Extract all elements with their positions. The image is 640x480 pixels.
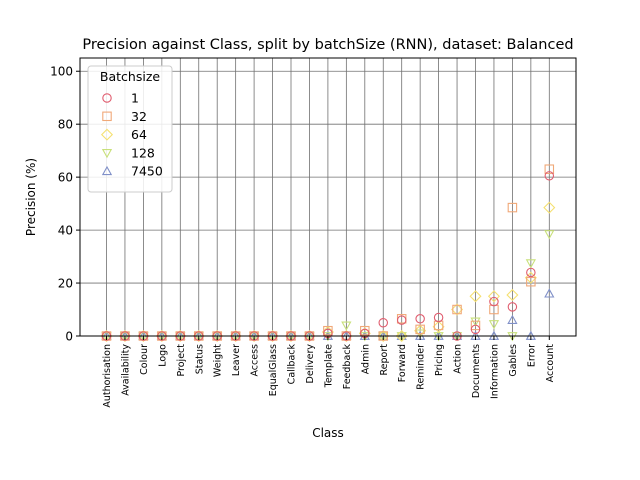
ytick-label: 0 — [65, 330, 73, 344]
ytick-label: 60 — [58, 171, 73, 185]
data-point-1 — [396, 315, 407, 325]
data-point-64 — [469, 290, 482, 303]
legend-title: Batchsize — [100, 69, 160, 84]
legend-marker-1 — [102, 93, 112, 103]
data-point-32 — [323, 325, 333, 336]
data-point-1 — [544, 171, 555, 181]
ytick-label: 100 — [50, 65, 73, 79]
data-point-1 — [526, 267, 536, 278]
xtick-label: Authorisation — [102, 344, 113, 408]
data-point-1 — [415, 314, 425, 324]
xtick-label: Reminder — [416, 344, 427, 390]
data-point-32 — [470, 320, 481, 331]
x-axis-label: Class — [312, 426, 344, 440]
legend-label-64: 64 — [131, 127, 147, 142]
xtick-label: Information — [489, 344, 500, 399]
data-point-32 — [544, 164, 555, 174]
data-point-128 — [341, 321, 352, 331]
xtick-label: Availability — [120, 344, 131, 396]
data-point-64 — [543, 201, 556, 214]
data-point-1 — [433, 312, 444, 323]
xtick-label: Action — [453, 344, 464, 374]
xtick-label: Access — [250, 344, 261, 377]
data-point-1 — [489, 296, 499, 307]
data-point-64 — [487, 290, 500, 303]
xtick-label: Status — [194, 344, 205, 374]
xtick-label: Template — [323, 344, 334, 389]
data-point-7450 — [544, 288, 555, 298]
xtick-label: Feedback — [342, 344, 353, 390]
xtick-label: Report — [379, 344, 390, 376]
data-point-128 — [470, 317, 481, 327]
xtick-label: EqualGlass — [268, 344, 279, 396]
data-point-64 — [432, 320, 445, 333]
xtick-label: Colour — [139, 344, 150, 375]
data-point-7450 — [507, 314, 518, 325]
xtick-label: Project — [176, 344, 187, 377]
xtick-label: Logo — [157, 344, 168, 367]
data-point-128 — [525, 259, 536, 269]
ytick-label: 40 — [58, 224, 73, 238]
xtick-label: Delivery — [305, 344, 316, 384]
data-point-64 — [377, 329, 390, 343]
xtick-label: Admin — [360, 344, 371, 374]
xtick-label: Leaver — [231, 344, 242, 376]
legend-marker-128 — [101, 148, 113, 159]
ytick-label: 20 — [58, 277, 73, 291]
xtick-label: Callback — [287, 344, 298, 385]
data-point-32 — [452, 304, 462, 315]
xtick-label: Weight — [213, 344, 224, 377]
data-point-128 — [488, 320, 500, 330]
y-axis-label: Precision (%) — [24, 158, 38, 236]
y-axis-ticks: 0 20 40 60 80 100 — [50, 65, 80, 344]
xtick-label: Documents — [471, 344, 482, 398]
xtick-label: Pricing — [434, 344, 445, 376]
legend-label-32: 32 — [131, 109, 147, 124]
legend-label-128: 128 — [131, 145, 155, 160]
data-point-64 — [524, 271, 537, 284]
data-point-64 — [506, 288, 519, 301]
legend-marker-32 — [102, 111, 112, 122]
legend: Batchsize 1 32 64 128 7450 — [87, 65, 173, 193]
legend-marker-64 — [100, 128, 114, 141]
data-point-1 — [378, 318, 388, 328]
data-point-32 — [507, 202, 518, 213]
data-point-32 — [415, 324, 425, 335]
xtick-label: Error — [526, 344, 537, 367]
data-point-128 — [544, 230, 555, 240]
data-point-32 — [360, 325, 370, 336]
data-point-64 — [451, 303, 464, 316]
data-point-1 — [470, 324, 481, 335]
xtick-label: Gables — [508, 344, 519, 377]
legend-box — [87, 65, 173, 193]
data-point-32 — [526, 276, 536, 287]
ytick-label: 80 — [58, 118, 73, 132]
xtick-label: Forward — [397, 344, 408, 382]
legend-marker-7450 — [101, 165, 113, 176]
data-point-64 — [395, 329, 408, 343]
chart-title: Precision against Class, split by batchS… — [82, 37, 573, 53]
legend-label-1: 1 — [131, 91, 139, 106]
xtick-label: Account — [545, 344, 556, 383]
data-point-1 — [507, 302, 518, 312]
x-axis-ticks: Authorisation Availability Colour Logo Proje… — [102, 336, 556, 408]
legend-label-7450: 7450 — [131, 164, 163, 179]
